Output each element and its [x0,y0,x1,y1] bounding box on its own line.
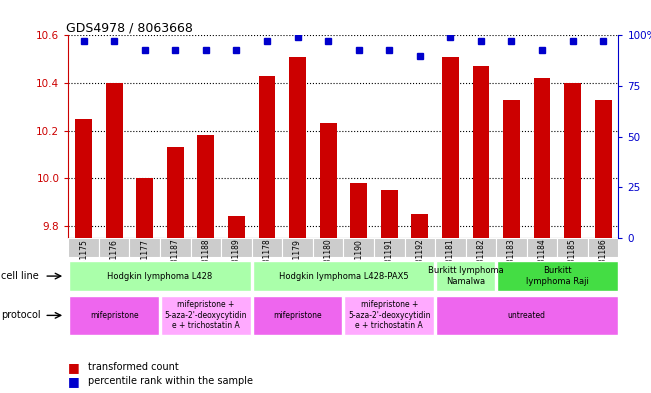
Bar [465,238,496,257]
Bar [320,123,337,238]
Text: mifepristone: mifepristone [90,311,139,320]
Bar [534,78,551,238]
Text: GSM1081189: GSM1081189 [232,239,241,290]
Text: ■: ■ [68,361,80,374]
Bar [191,238,221,257]
Bar [167,147,184,238]
Bar [404,238,435,257]
Text: GSM1081191: GSM1081191 [385,239,394,290]
Bar [496,238,527,257]
Text: GSM1081190: GSM1081190 [354,239,363,290]
Bar [497,261,618,292]
Text: GSM1081176: GSM1081176 [110,239,118,290]
Bar [436,296,618,335]
Text: GSM1081183: GSM1081183 [507,239,516,290]
Bar [344,238,374,257]
Bar [130,238,160,257]
Text: GSM1081185: GSM1081185 [568,239,577,290]
Bar [283,238,313,257]
Text: mifepristone +
5-aza-2'-deoxycytidin
e + trichostatin A: mifepristone + 5-aza-2'-deoxycytidin e +… [165,301,247,330]
Text: GSM1081184: GSM1081184 [538,239,547,290]
Bar [289,57,306,238]
Text: Hodgkin lymphoma L428-PAX5: Hodgkin lymphoma L428-PAX5 [279,272,408,281]
Text: percentile rank within the sample: percentile rank within the sample [88,376,253,386]
Bar [442,57,459,238]
Text: GSM1081175: GSM1081175 [79,239,88,290]
Bar [69,296,159,335]
Text: protocol: protocol [1,310,41,320]
Text: GSM1081178: GSM1081178 [262,239,271,290]
Text: Hodgkin lymphoma L428: Hodgkin lymphoma L428 [107,272,213,281]
Bar [258,76,275,238]
Text: Burkitt
lymphoma Raji: Burkitt lymphoma Raji [526,266,589,286]
Bar [503,100,520,238]
Text: mifepristone: mifepristone [273,311,322,320]
Text: GSM1081192: GSM1081192 [415,239,424,290]
Bar [436,261,495,292]
Bar [344,296,434,335]
Bar [588,238,618,257]
Bar [350,183,367,238]
Bar [527,238,557,257]
Bar [557,238,588,257]
Bar [228,216,245,238]
Text: GSM1081186: GSM1081186 [599,239,607,290]
Bar [252,238,283,257]
Bar [76,119,92,238]
Bar [595,100,611,238]
Bar [435,238,465,257]
Bar [313,238,344,257]
Bar [473,66,490,238]
Bar [411,214,428,238]
Text: GSM1081180: GSM1081180 [324,239,333,290]
Bar [161,296,251,335]
Text: GSM1081182: GSM1081182 [477,239,486,289]
Text: GSM1081187: GSM1081187 [171,239,180,290]
Text: ■: ■ [68,375,80,388]
Bar [106,83,122,238]
Text: GSM1081177: GSM1081177 [140,239,149,290]
Bar [68,238,99,257]
Bar [160,238,191,257]
Bar [253,261,434,292]
Bar [221,238,252,257]
Bar [253,296,342,335]
Bar [381,190,398,238]
Text: untreated: untreated [508,311,546,320]
Text: mifepristone +
5-aza-2'-deoxycytidin
e + trichostatin A: mifepristone + 5-aza-2'-deoxycytidin e +… [348,301,430,330]
Bar [374,238,404,257]
Bar [197,135,214,238]
Bar [136,178,153,238]
Bar [99,238,130,257]
Text: GSM1081179: GSM1081179 [293,239,302,290]
Text: GSM1081181: GSM1081181 [446,239,455,289]
Text: cell line: cell line [1,271,39,281]
Text: Burkitt lymphoma
Namalwa: Burkitt lymphoma Namalwa [428,266,503,286]
Text: GSM1081188: GSM1081188 [201,239,210,289]
Text: transformed count: transformed count [88,362,178,373]
Bar [69,261,251,292]
Bar [564,83,581,238]
Text: GDS4978 / 8063668: GDS4978 / 8063668 [66,21,193,34]
